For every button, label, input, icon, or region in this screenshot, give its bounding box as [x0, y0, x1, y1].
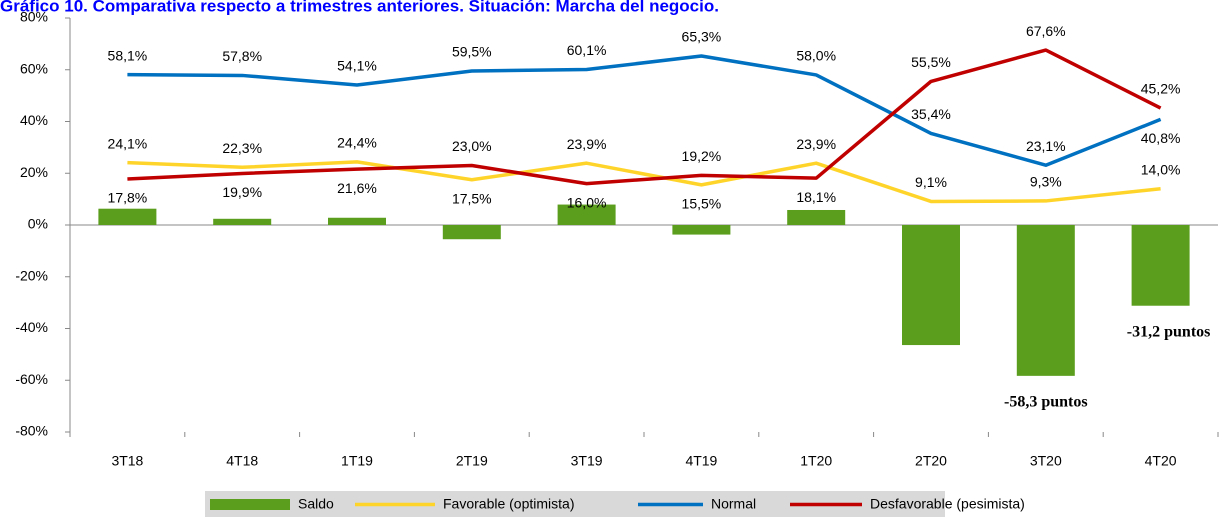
- data-label: 18,1%: [796, 189, 836, 205]
- legend-label: Desfavorable (pesimista): [870, 496, 1025, 512]
- y-tick-label: 60%: [20, 60, 48, 76]
- bar: [557, 204, 616, 225]
- y-tick-label: -20%: [15, 267, 48, 283]
- data-label: 55,5%: [911, 54, 951, 70]
- data-label: 17,8%: [108, 190, 148, 206]
- bar: [98, 208, 157, 225]
- data-label: 67,6%: [1026, 23, 1066, 39]
- y-tick-label: 80%: [20, 9, 48, 25]
- legend-label: Normal: [711, 496, 756, 512]
- data-label: 15,5%: [682, 196, 722, 212]
- x-tick-label: 4T18: [226, 453, 258, 469]
- legend-label: Saldo: [298, 496, 334, 512]
- legend-swatch: [210, 499, 290, 510]
- data-label: 58,1%: [108, 47, 148, 63]
- data-label: 59,5%: [452, 44, 492, 60]
- bar: [672, 225, 731, 235]
- line-2: [127, 54, 1162, 167]
- data-label: 21,6%: [337, 180, 377, 196]
- bar: [787, 209, 846, 225]
- data-label: 22,3%: [222, 140, 262, 156]
- data-label: 16,0%: [567, 194, 607, 210]
- y-tick-label: -80%: [15, 423, 48, 439]
- y-tick-label: 0%: [28, 216, 48, 232]
- data-label: 35,4%: [911, 106, 951, 122]
- line-1: [127, 160, 1161, 204]
- x-tick-label: 3T19: [571, 453, 603, 469]
- data-label: 9,3%: [1030, 174, 1062, 190]
- y-tick-label: -40%: [15, 319, 48, 335]
- x-tick-label: 4T20: [1145, 453, 1177, 469]
- data-label: 58,0%: [796, 48, 836, 64]
- bar: [1131, 225, 1190, 306]
- data-label: 24,1%: [108, 135, 148, 151]
- bar-label: -31,2 puntos: [1127, 323, 1211, 340]
- data-label: 17,5%: [452, 190, 492, 206]
- legend-label: Favorable (optimista): [443, 496, 575, 512]
- data-label: 24,4%: [337, 135, 377, 151]
- bar-label: -58,3 puntos: [1004, 394, 1088, 411]
- x-tick-label: 2T19: [456, 453, 488, 469]
- bar: [1016, 225, 1075, 376]
- bar: [328, 217, 386, 225]
- data-label: 14,0%: [1141, 161, 1181, 177]
- y-tick-label: 40%: [20, 112, 48, 128]
- y-tick-label: 20%: [20, 164, 48, 180]
- data-label: 19,9%: [222, 184, 262, 200]
- data-label: 54,1%: [337, 58, 377, 74]
- y-tick-label: -60%: [15, 371, 48, 387]
- data-label: 40,8%: [1141, 130, 1181, 146]
- x-tick-label: 4T19: [685, 453, 717, 469]
- x-tick-label: 1T19: [341, 453, 373, 469]
- x-tick-label: 2T20: [915, 453, 947, 469]
- data-label: 45,2%: [1141, 81, 1181, 97]
- data-label: 23,1%: [1026, 138, 1066, 154]
- x-tick-label: 3T18: [111, 453, 143, 469]
- data-label: 23,9%: [567, 136, 607, 152]
- data-label: 65,3%: [682, 29, 722, 45]
- chart-title: Gráfico 10. Comparativa respecto a trime…: [0, 0, 719, 15]
- data-label: 23,0%: [452, 138, 492, 154]
- data-label: 9,1%: [915, 174, 947, 190]
- bar: [213, 218, 272, 225]
- x-tick-label: 1T20: [800, 453, 832, 469]
- bar: [902, 225, 960, 346]
- data-label: 23,9%: [796, 136, 836, 152]
- line-3: [127, 48, 1162, 186]
- data-label: 57,8%: [222, 48, 262, 64]
- bar: [442, 225, 501, 240]
- x-tick-label: 3T20: [1030, 453, 1062, 469]
- data-label: 19,2%: [682, 148, 722, 164]
- data-label: 60,1%: [567, 42, 607, 58]
